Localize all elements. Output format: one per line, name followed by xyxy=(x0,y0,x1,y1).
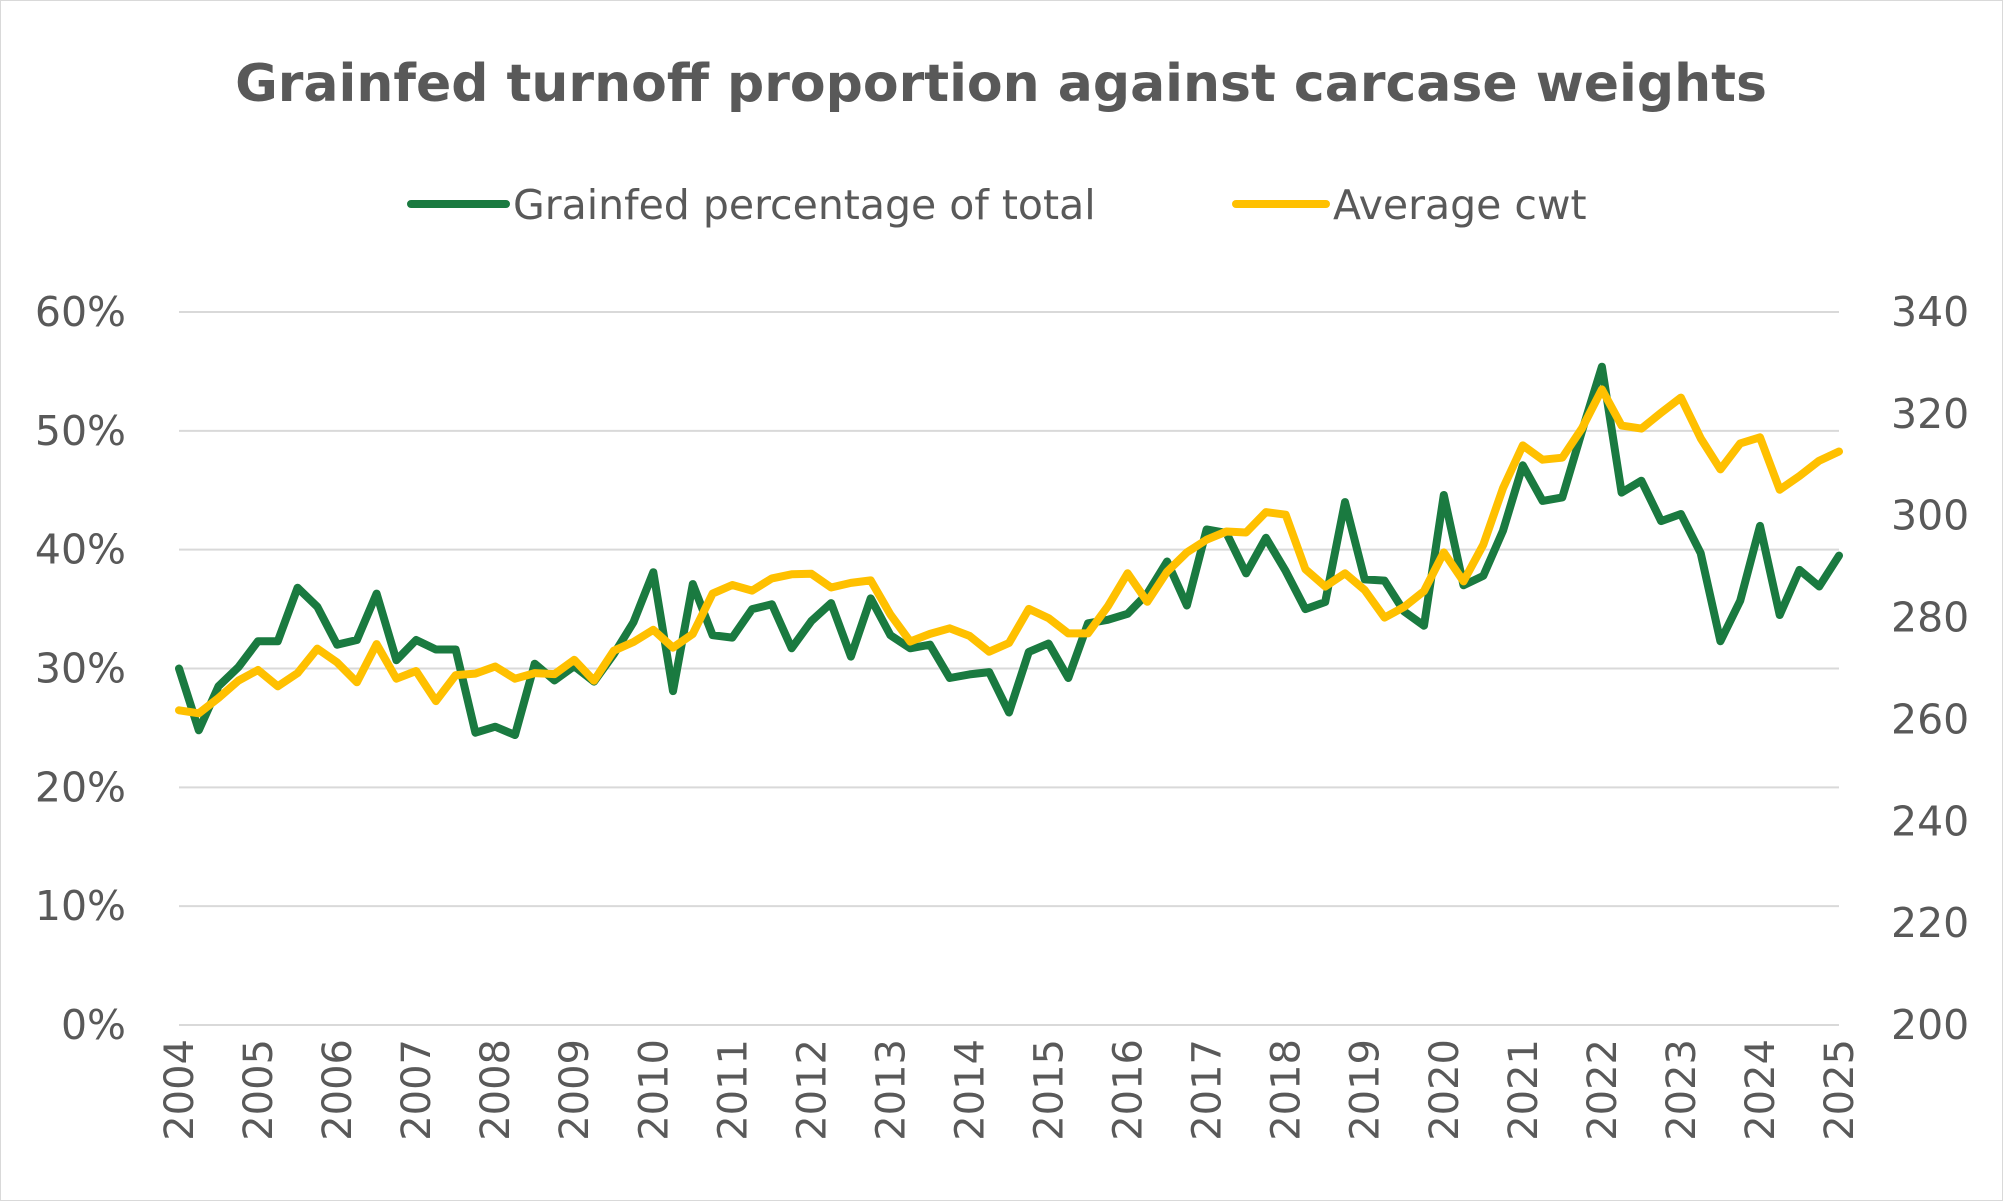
y-left-tick-label: 40% xyxy=(35,526,126,574)
x-axis: 2004 2005 2006 2007 2008 2009 2010 2011 2012 2013… xyxy=(157,1039,1863,1141)
x-tick-label: 2011 xyxy=(710,1039,756,1141)
x-tick-label: 2018 xyxy=(1264,1039,1310,1141)
x-tick-label: 2013 xyxy=(868,1039,914,1141)
series-line-cwt xyxy=(175,385,1843,718)
x-tick-label: 2015 xyxy=(1027,1039,1073,1141)
gridlines xyxy=(179,311,1839,1026)
x-tick-label: 2014 xyxy=(947,1039,993,1141)
y-right-tick-label: 220 xyxy=(1891,899,1969,947)
y-right-tick-label: 200 xyxy=(1891,1001,1969,1049)
x-tick-label: 2009 xyxy=(552,1039,598,1141)
x-tick-label: 2024 xyxy=(1738,1039,1784,1141)
x-tick-label: 2006 xyxy=(315,1039,361,1141)
x-tick-label: 2023 xyxy=(1659,1039,1705,1141)
x-tick-label: 2021 xyxy=(1501,1039,1547,1141)
y-left-tick-label: 10% xyxy=(35,882,126,930)
x-tick-label: 2012 xyxy=(789,1039,835,1141)
y-left-tick-label: 50% xyxy=(35,407,126,455)
y-right-tick-label: 320 xyxy=(1891,390,1969,438)
y-axis-left: 0% 10% 20% 30% 40% 50% 60% xyxy=(35,288,126,1049)
y-left-tick-label: 60% xyxy=(35,288,126,336)
y-left-tick-label: 30% xyxy=(35,645,126,693)
legend-label-grainfed: Grainfed percentage of total xyxy=(513,181,1096,229)
x-tick-label: 2005 xyxy=(236,1039,282,1141)
y-right-tick-label: 280 xyxy=(1891,594,1969,642)
y-left-tick-label: 0% xyxy=(61,1001,126,1049)
legend-label-cwt: Average cwt xyxy=(1333,181,1587,229)
x-tick-label: 2019 xyxy=(1343,1039,1389,1141)
x-tick-label: 2017 xyxy=(1185,1039,1231,1141)
legend: Grainfed percentage of total Average cwt xyxy=(407,181,1587,229)
x-tick-label: 2022 xyxy=(1580,1039,1626,1141)
y-right-tick-label: 340 xyxy=(1891,288,1969,336)
x-tick-label: 2025 xyxy=(1817,1039,1863,1141)
y-axis-right: 200 220 240 260 280 300 320 340 xyxy=(1891,288,1969,1049)
x-tick-label: 2007 xyxy=(394,1039,440,1141)
y-right-tick-label: 260 xyxy=(1891,695,1969,743)
x-tick-label: 2004 xyxy=(157,1039,203,1141)
y-right-tick-label: 240 xyxy=(1891,797,1969,845)
y-right-tick-label: 300 xyxy=(1891,492,1969,540)
x-tick-label: 2020 xyxy=(1422,1039,1468,1141)
x-tick-label: 2016 xyxy=(1106,1039,1152,1141)
series-line-grainfed xyxy=(175,362,1843,739)
series-layer xyxy=(175,362,1843,739)
y-left-tick-label: 20% xyxy=(35,763,126,811)
x-tick-label: 2010 xyxy=(631,1039,677,1141)
chart-title: Grainfed turnoff proportion against carc… xyxy=(235,54,1767,114)
x-tick-label: 2008 xyxy=(473,1039,519,1141)
